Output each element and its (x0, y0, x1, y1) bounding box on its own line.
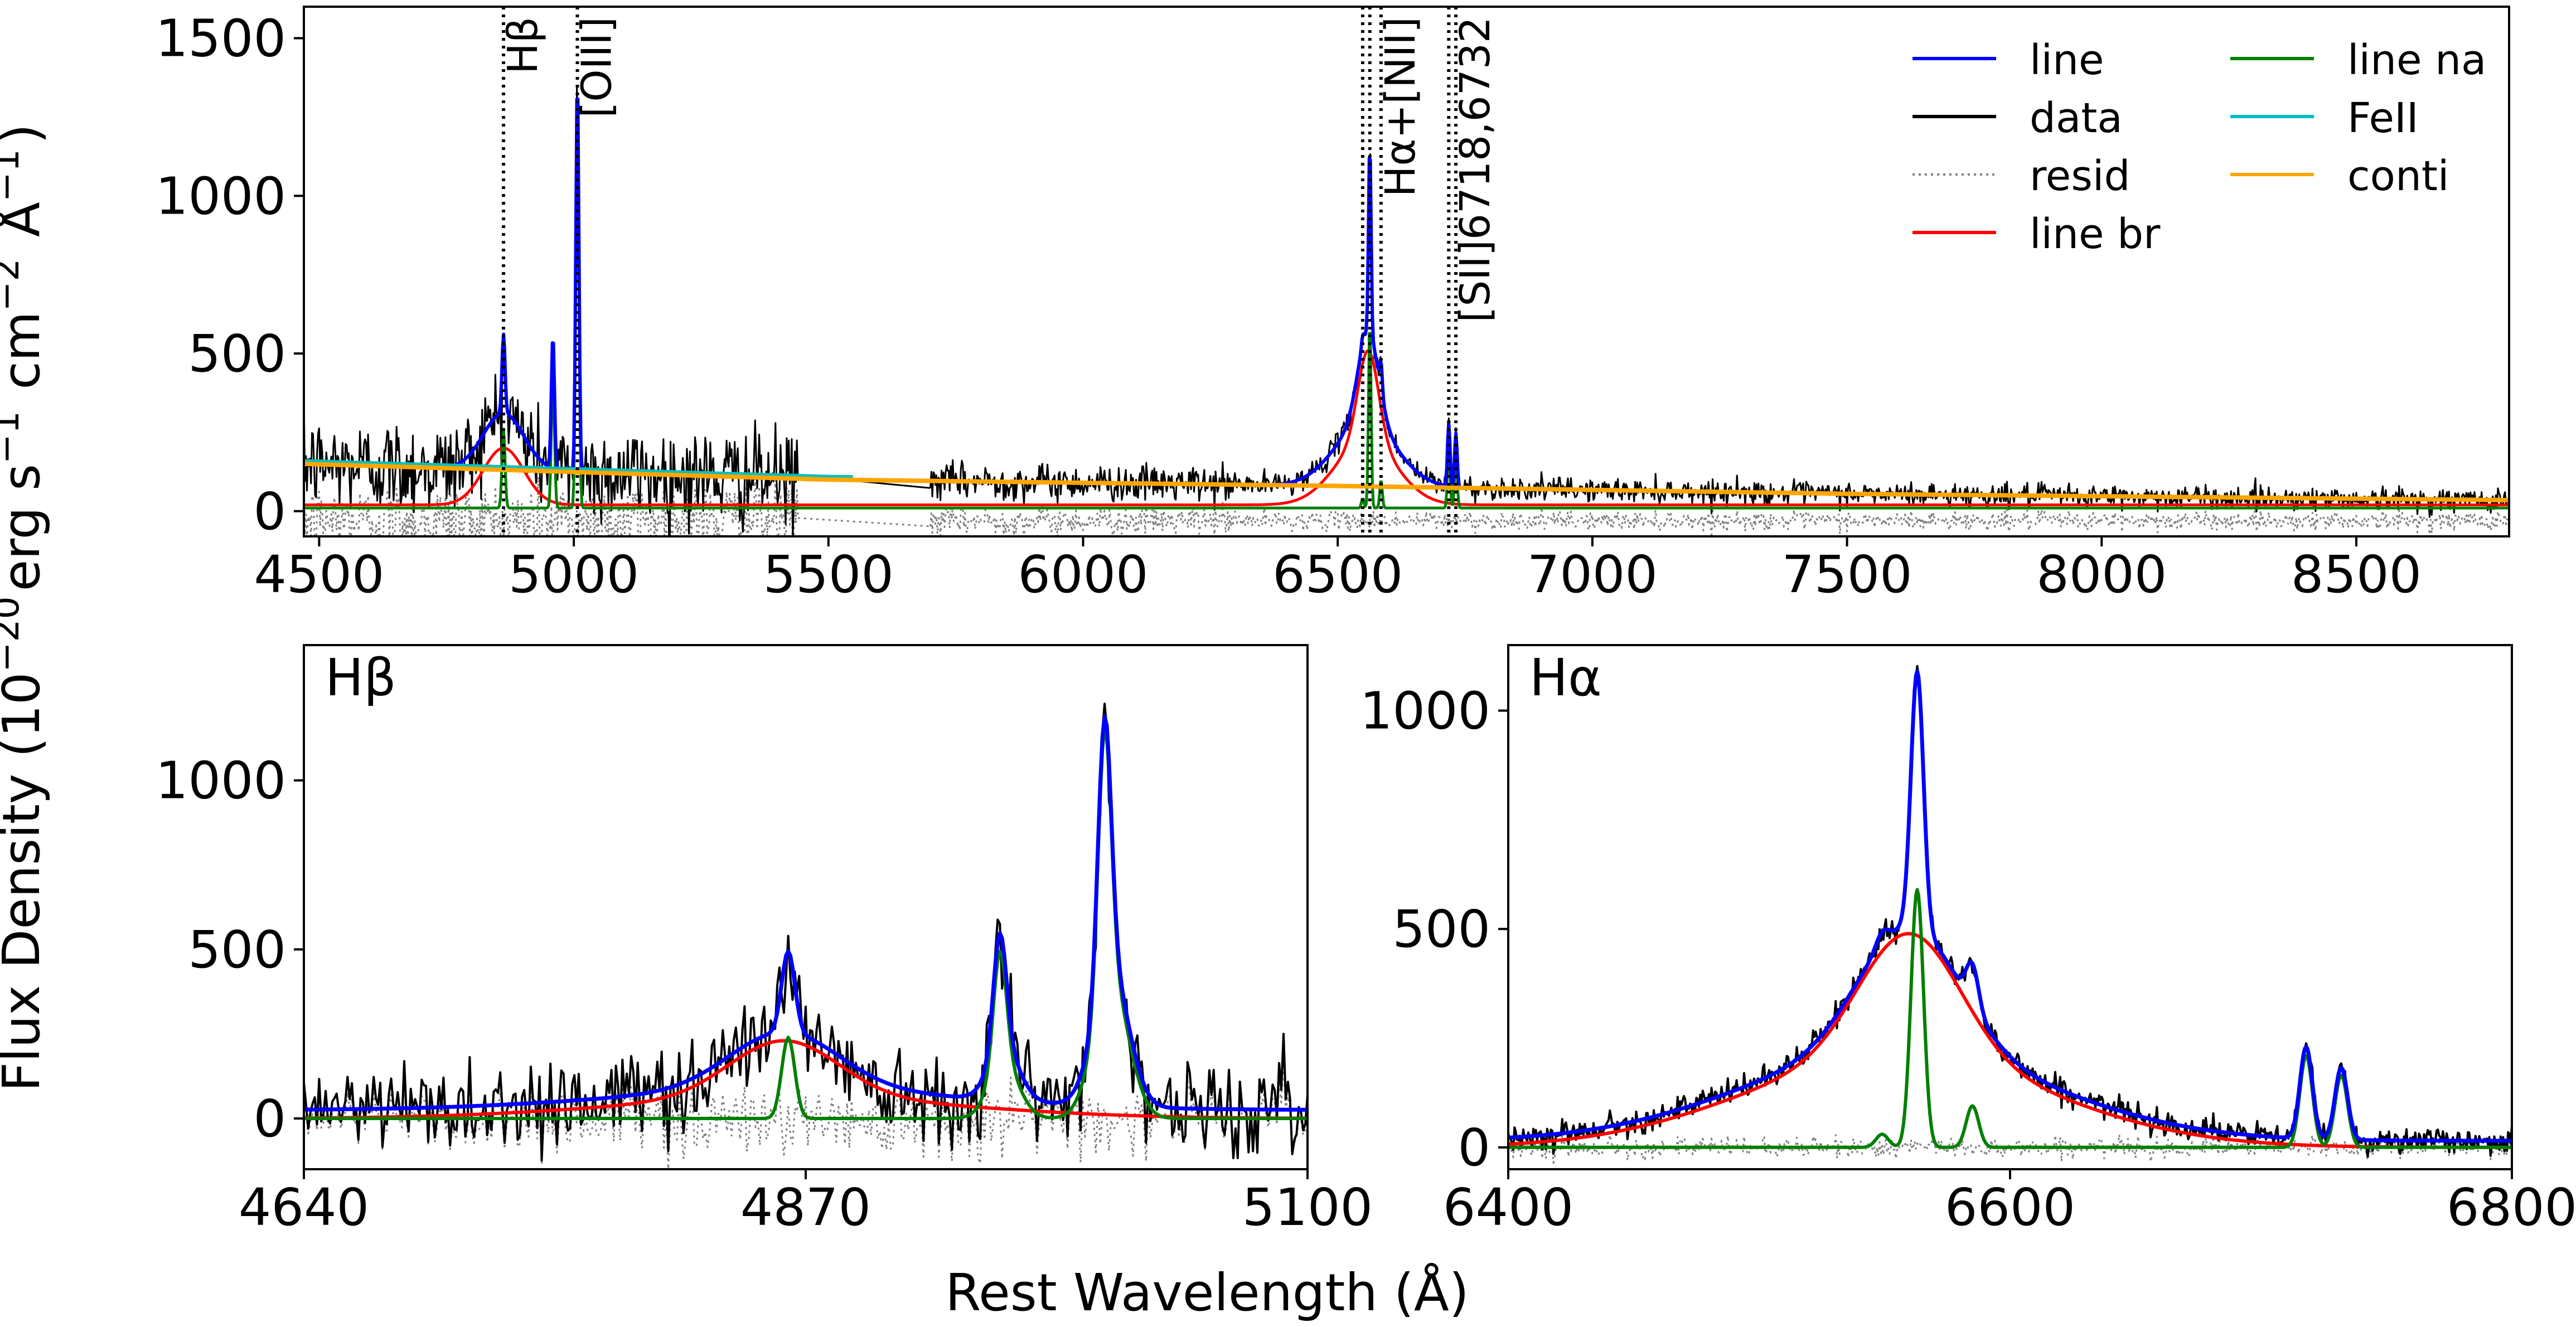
halpha-line-br-series (1508, 932, 2512, 1149)
legend-label: line (2030, 36, 2104, 84)
legend: line data resid line br line na FeII conti (1912, 36, 2486, 258)
top-resid-series (304, 468, 2509, 536)
hbeta-y-tick-label: 500 (188, 920, 286, 980)
hbeta-line-na-series (304, 727, 1308, 1120)
axes-layer: 4500 5000 5500 6000 6500 7000 7500 8000 85000500… (156, 6, 2576, 1237)
full-spectrum-x-tick-label: 7500 (1782, 545, 1912, 604)
halpha-y-tick-label: 1000 (1360, 681, 1490, 741)
hbeta-y-tick-label: 1000 (156, 751, 286, 811)
full-spectrum-y-tick-label: 1000 (156, 166, 286, 226)
line-marker-label: [OIII] (573, 17, 621, 118)
hbeta-line-br-series (304, 1039, 1308, 1120)
full-spectrum-x-tick-label: 5500 (763, 545, 894, 604)
full-spectrum-y-tick-label: 1500 (156, 9, 286, 69)
hbeta-data-series (304, 703, 1308, 1161)
line-marker-label: [SII]6718,6732 (1451, 17, 1499, 323)
top-line-na-series (304, 134, 2509, 510)
x-axis-label: Rest Wavelength (Å) (945, 1262, 1469, 1323)
plots-layer: Hβ [OIII] Hα+[NII] [SII]6718,6732 (304, 7, 2512, 1169)
full-spectrum-x-tick-label: 5000 (509, 545, 639, 604)
hbeta-title: Hβ (325, 648, 396, 708)
halpha-frame (1507, 644, 2513, 1170)
full-spectrum-x-tick-label: 7000 (1527, 545, 1658, 604)
legend-label: line na (2347, 36, 2486, 84)
full-spectrum-x-tick-label: 6000 (1018, 545, 1148, 604)
full-spectrum-y-tick-label: 500 (188, 324, 286, 384)
halpha-line-na-series (1508, 888, 2512, 1149)
halpha-line-series (1508, 669, 2512, 1143)
halpha-x-tick-label: 6800 (2447, 1178, 2576, 1237)
legend-label: conti (2347, 152, 2449, 200)
halpha-x-tick-label: 6600 (1945, 1178, 2075, 1237)
hbeta-line-series (304, 714, 1308, 1112)
hbeta-frame (303, 644, 1309, 1170)
halpha-y-tick-label: 0 (1458, 1118, 1490, 1178)
halpha-data-series (1508, 665, 2512, 1158)
top-line-br-series (304, 349, 2509, 506)
hbeta-x-tick-label: 4640 (239, 1178, 369, 1237)
hbeta-plot-area (304, 703, 1308, 1169)
halpha-x-tick-label: 6400 (1443, 1178, 1573, 1237)
legend-label: line br (2030, 210, 2161, 258)
halpha-y-tick-label: 500 (1392, 899, 1490, 959)
legend-label: data (2030, 94, 2123, 142)
y-axis-label: Flux Density (10−20 erg s−1 cm−2 Å−1 ) (0, 124, 51, 1092)
top-conti-series (304, 461, 2509, 502)
halpha-plot-area (1508, 665, 2512, 1164)
full-spectrum-plot-area (304, 86, 2509, 536)
hbeta-x-tick-label: 4870 (740, 1178, 871, 1237)
full-spectrum-x-tick-label: 8500 (2291, 545, 2422, 604)
line-marker-label: Hα+[NII] (1377, 17, 1425, 197)
full-spectrum-y-tick-label: 0 (253, 482, 286, 541)
hbeta-resid-series (304, 1057, 1308, 1169)
line-marker-label: Hβ (499, 17, 547, 74)
legend-label: FeII (2347, 94, 2419, 142)
hbeta-y-tick-label: 0 (253, 1089, 286, 1149)
top-resid-gap-line (797, 517, 931, 527)
legend-label: resid (2030, 152, 2130, 200)
hbeta-x-tick-label: 5100 (1242, 1178, 1373, 1237)
halpha-title: Hα (1529, 648, 1602, 708)
full-spectrum-x-tick-label: 8000 (2036, 545, 2167, 604)
full-spectrum-x-tick-label: 6500 (1272, 545, 1403, 604)
full-spectrum-x-tick-label: 4500 (254, 545, 384, 604)
full-spectrum-frame (303, 6, 2510, 537)
